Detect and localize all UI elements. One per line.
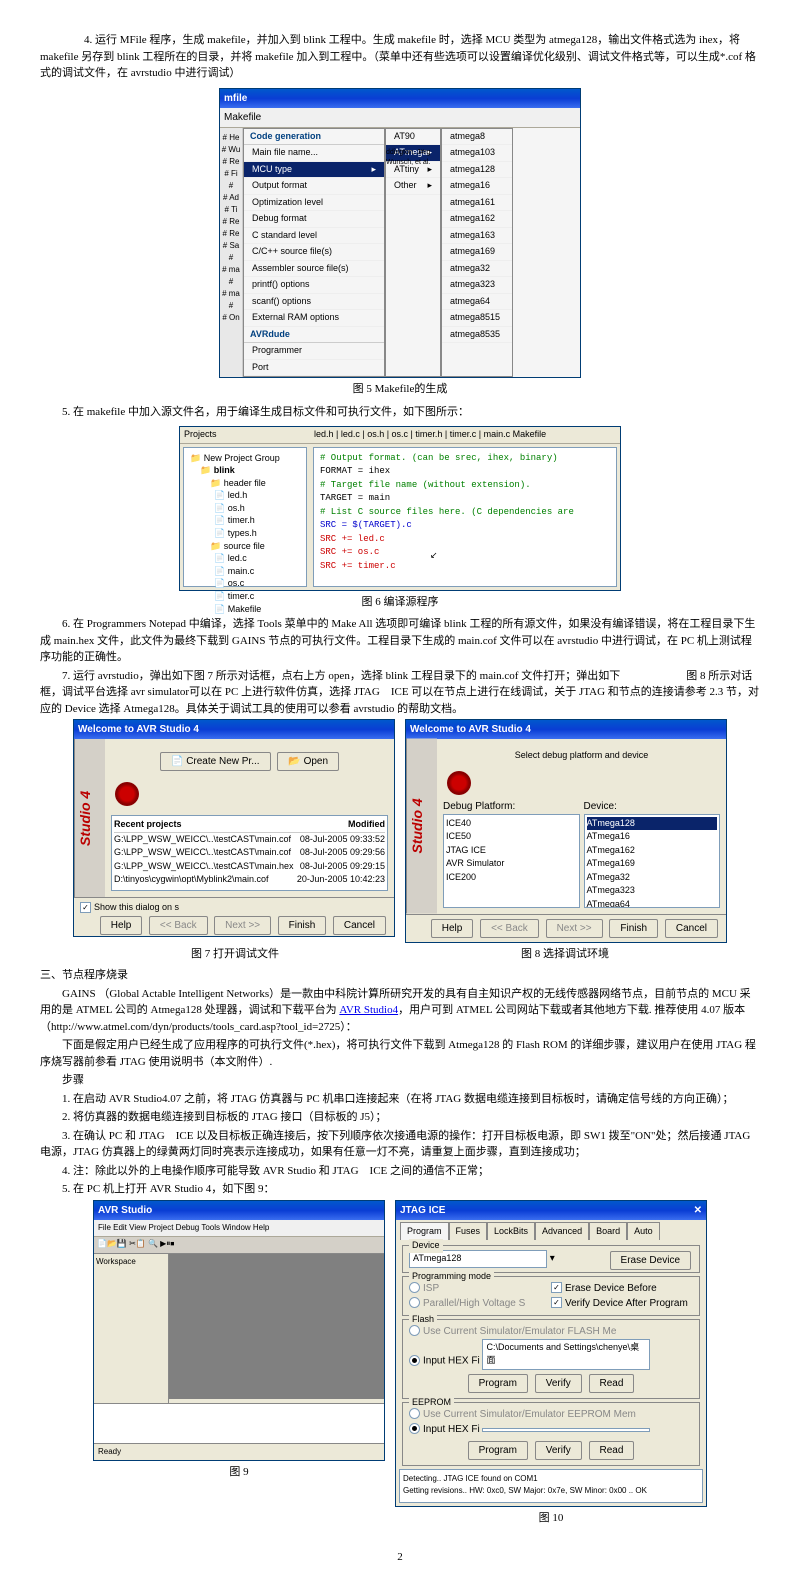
figure-7-window: Welcome to AVR Studio 4 Studio 4 📄 Creat… (73, 719, 395, 937)
code-editor[interactable]: # Output format. (can be srec, ihex, bin… (313, 447, 617, 587)
menubar: Makefile (220, 108, 580, 128)
section-3: 三、节点程序烧录 (40, 967, 760, 984)
menu-item[interactable]: Main file name... (244, 145, 384, 162)
code-gen-menu[interactable]: Code generation Main file name... MCU ty… (243, 128, 385, 378)
figure-10-caption: 图 10 (395, 1510, 707, 1527)
close-icon[interactable]: ✕ (694, 1203, 702, 1218)
program-button[interactable]: Program (468, 1374, 528, 1393)
paragraph-hex: 下面是假定用户已经生成了应用程序的可执行文件(*.hex)，将可执行文件下载到 … (40, 1037, 760, 1070)
verify-button[interactable]: Verify (535, 1374, 582, 1393)
figure-8-window: Welcome to AVR Studio 4 Studio 4 Select … (405, 719, 727, 943)
editor-tabs[interactable]: led.h | led.c | os.h | os.c | timer.h | … (310, 427, 620, 444)
create-new-button[interactable]: 📄 Create New Pr... (160, 752, 271, 771)
hex-path[interactable]: C:\Documents and Settings\chenye\桌面 (482, 1339, 650, 1370)
cancel-button[interactable]: Cancel (665, 919, 718, 938)
device-select[interactable]: ATmega128 (409, 1250, 547, 1268)
figure-7-caption: 图 7 打开调试文件 (75, 946, 395, 963)
bug-icon (447, 771, 471, 795)
device-list[interactable]: atmega8 atmega103 atmega128 atmega16 atm… (441, 128, 513, 378)
figure-6-caption: 图 6 编译源程序 (40, 594, 760, 611)
project-tree[interactable]: 📁 New Project Group 📁 blink 📁 header fil… (183, 447, 307, 587)
finish-button[interactable]: Finish (278, 916, 327, 935)
paragraph-gains: GAINS （Global Actable Intelligent Networ… (40, 986, 760, 1036)
steps-header: 步骤 (40, 1072, 760, 1089)
page-number: 2 (40, 1549, 760, 1566)
erase-button[interactable]: Erase Device (610, 1251, 691, 1270)
cancel-button[interactable]: Cancel (333, 916, 386, 935)
avr-studio-link[interactable]: AVR Studio4 (339, 1004, 398, 1016)
status-output: Detecting.. JTAG ICE found on COM1 Getti… (399, 1469, 703, 1503)
paragraph-4: 4. 运行 MFile 程序，生成 makefile，并加入到 blink 工程… (40, 32, 760, 82)
figure-9-window: AVR Studio File Edit View Project Debug … (93, 1200, 385, 1461)
figure-5: mfile Makefile # He# Wu# Re# Fi## Ad# Ti… (40, 88, 760, 398)
window-title: mfile (220, 89, 580, 108)
paragraph-5: 5. 在 makefile 中加入源文件名，用于编译生成目标文件和可执行文件，如… (40, 404, 760, 421)
finish-button[interactable]: Finish (609, 919, 658, 938)
paragraph-7: 7. 运行 avrstudio，弹出如下图 7 所示对话框，点右上方 open，… (40, 668, 760, 718)
platform-list[interactable]: ICE40ICE50JTAG ICEAVR SimulatorICE200 (443, 814, 580, 908)
figure-6: Projects 📁 New Project Group 📁 blink 📁 h… (40, 426, 760, 610)
menu-item-selected[interactable]: MCU type ▸ (244, 162, 384, 179)
figure-9-caption: 图 9 (93, 1464, 385, 1481)
figure-5-caption: 图 5 Makefile的生成 (40, 381, 760, 398)
figure-10-window: JTAG ICE✕ ProgramFusesLockBitsAdvancedBo… (395, 1200, 707, 1507)
mcu-submenu[interactable]: AT90 ATmega ▸ ATtiny ▸ ddington, J#rg Wu… (385, 128, 441, 378)
paragraph-6: 6. 在 Programmers Notepad 中编译，选择 Tools 菜单… (40, 616, 760, 666)
tab-program[interactable]: Program (400, 1222, 449, 1241)
device-list[interactable]: ATmega128 ATmega16ATmega162ATmega169ATme… (584, 814, 721, 908)
recent-projects[interactable]: Recent projectsModified G:\LPP_WSW_WEICC… (111, 815, 388, 891)
read-button[interactable]: Read (589, 1374, 635, 1393)
help-button[interactable]: Help (100, 916, 143, 935)
open-button[interactable]: 📂 Open (277, 752, 339, 771)
figure-8-caption: 图 8 选择调试环境 (405, 946, 725, 963)
bug-icon (115, 782, 139, 806)
